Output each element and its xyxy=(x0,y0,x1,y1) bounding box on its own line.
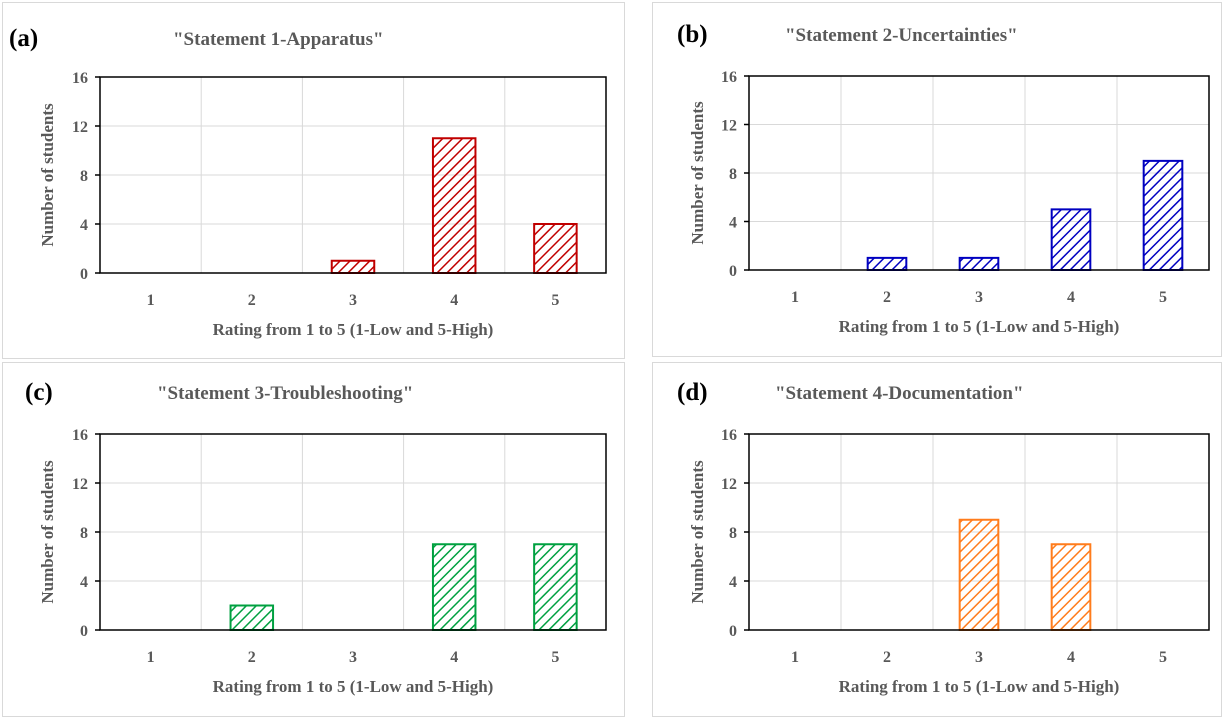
bar-rating-2 xyxy=(229,604,275,631)
y-tick-label: 4 xyxy=(80,217,88,234)
x-tick-label: 2 xyxy=(248,292,256,309)
x-tick-label: 4 xyxy=(450,649,458,666)
chart-panel-apparatus: (a) "Statement 1-Apparatus" 0 4 8 12 16 1 2 3 4 5… xyxy=(2,2,625,359)
x-tick-label: 1 xyxy=(791,649,799,666)
x-tick-label: 4 xyxy=(1067,289,1075,306)
bar-rating-4 xyxy=(431,137,477,274)
x-tick-label: 2 xyxy=(883,649,891,666)
panel-label: (b) xyxy=(677,21,708,48)
y-axis-title: Number of students xyxy=(688,460,707,604)
x-tick-label: 3 xyxy=(349,292,357,309)
x-tick-label: 5 xyxy=(551,292,559,309)
y-tick-label: 0 xyxy=(729,263,737,280)
panel-label: (c) xyxy=(25,379,53,406)
chart-title: "Statement 4-Documentation" xyxy=(775,383,1024,404)
x-tick-label: 4 xyxy=(450,292,458,309)
chart-title: "Statement 2-Uncertainties" xyxy=(785,25,1018,46)
x-tick-label: 4 xyxy=(1067,649,1075,666)
bar-rating-5 xyxy=(1142,159,1184,271)
x-tick-label: 5 xyxy=(1159,649,1167,666)
x-tick-label: 3 xyxy=(975,289,983,306)
x-tick-label: 5 xyxy=(551,649,559,666)
y-tick-label: 4 xyxy=(729,574,737,591)
y-tick-label: 4 xyxy=(729,215,737,232)
y-tick-label: 8 xyxy=(729,166,737,183)
x-tick-label: 5 xyxy=(1159,289,1167,306)
x-tick-label: 2 xyxy=(248,649,256,666)
y-tick-label: 12 xyxy=(721,118,737,135)
bar-rating-3 xyxy=(958,518,1000,631)
y-tick-label: 8 xyxy=(729,525,737,542)
x-tick-label: 3 xyxy=(349,649,357,666)
y-tick-label: 12 xyxy=(721,476,737,493)
y-tick-label: 16 xyxy=(721,69,737,86)
y-tick-label: 12 xyxy=(72,119,88,136)
x-tick-label: 1 xyxy=(791,289,799,306)
y-tick-label: 16 xyxy=(72,70,88,87)
x-tick-label: 2 xyxy=(883,289,891,306)
bar-rating-3 xyxy=(330,259,376,274)
x-axis-title: Rating from 1 to 5 (1-Low and 5-High) xyxy=(213,320,494,339)
x-tick-label: 1 xyxy=(147,292,155,309)
chart-title: "Statement 3-Troubleshooting" xyxy=(157,383,414,404)
y-tick-label: 0 xyxy=(80,266,88,283)
bar-rating-4 xyxy=(1050,543,1092,631)
y-tick-label: 8 xyxy=(80,168,88,185)
y-tick-label: 0 xyxy=(80,623,88,640)
y-tick-label: 16 xyxy=(72,427,88,444)
x-axis-title: Rating from 1 to 5 (1-Low and 5-High) xyxy=(839,677,1120,696)
y-tick-label: 4 xyxy=(80,574,88,591)
x-axis-title: Rating from 1 to 5 (1-Low and 5-High) xyxy=(839,317,1120,336)
chart-panel-documentation: (d) "Statement 4-Documentation" 0 4 8 12 16 1… xyxy=(652,362,1222,717)
y-axis-title: Number of students xyxy=(688,101,707,245)
x-tick-label: 3 xyxy=(975,649,983,666)
y-tick-label: 8 xyxy=(80,525,88,542)
bar-rating-4 xyxy=(1050,208,1092,271)
chart-panel-uncertainties: (b) "Statement 2-Uncertainties" 0 4 8 12 16 1… xyxy=(652,2,1222,357)
bar-rating-5 xyxy=(533,223,578,274)
y-axis-title: Number of students xyxy=(38,460,57,604)
y-tick-label: 0 xyxy=(729,623,737,640)
panel-label: (d) xyxy=(677,379,708,406)
bar-rating-5 xyxy=(533,543,578,631)
chart-panel-troubleshooting: (c) "Statement 3-Troubleshooting" 0 4 8 12 1… xyxy=(2,362,625,717)
panel-label: (a) xyxy=(9,25,39,52)
y-tick-label: 16 xyxy=(721,427,737,444)
x-tick-label: 1 xyxy=(147,649,155,666)
bar-rating-3 xyxy=(958,256,1000,271)
x-axis-title: Rating from 1 to 5 (1-Low and 5-High) xyxy=(213,677,494,696)
chart-title: "Statement 1-Apparatus" xyxy=(173,29,384,50)
bar-rating-2 xyxy=(866,256,908,271)
bar-rating-4 xyxy=(431,543,477,631)
y-axis-title: Number of students xyxy=(38,103,57,247)
y-tick-label: 12 xyxy=(72,476,88,493)
